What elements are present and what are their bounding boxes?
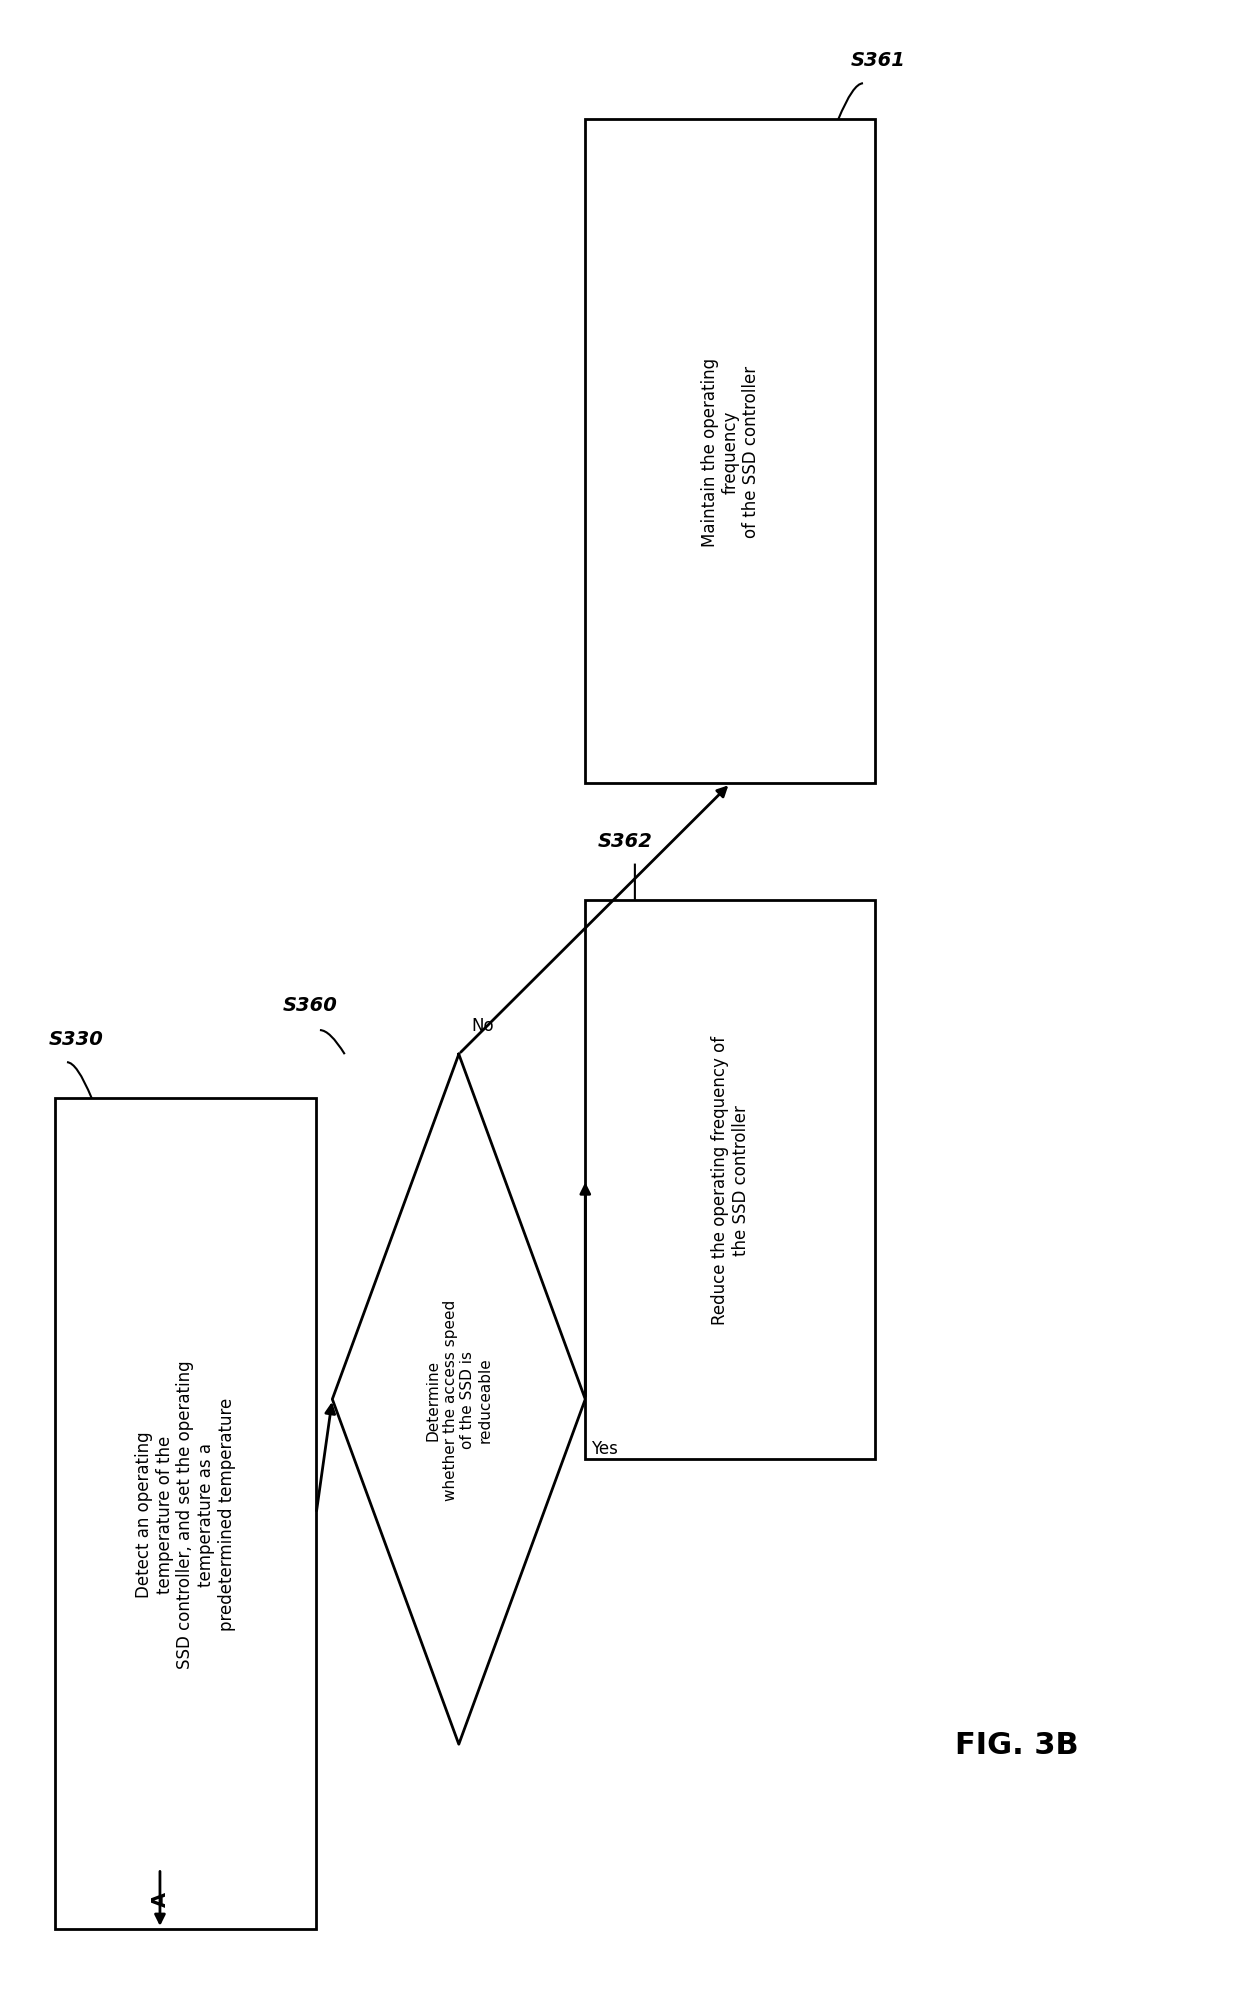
Ellipse shape [133,1871,187,1927]
Text: S362: S362 [598,832,652,850]
Text: S330: S330 [48,1031,103,1049]
FancyBboxPatch shape [585,900,875,1460]
Text: Reduce the operating frequency of
the SSD controller: Reduce the operating frequency of the SS… [711,1035,750,1325]
Text: Maintain the operating
frequency
of the SSD controller: Maintain the operating frequency of the … [701,357,760,547]
FancyBboxPatch shape [585,120,875,784]
Text: Yes: Yes [591,1440,619,1458]
Text: No: No [471,1017,494,1035]
Text: Detect an operating
temperature of the
SSD controller, and set the operating
tem: Detect an operating temperature of the S… [135,1359,236,1668]
Text: Determine
whether the access speed
of the SSD is
reduceable: Determine whether the access speed of th… [425,1299,492,1500]
Text: A: A [150,1891,170,1907]
Polygon shape [332,1055,585,1744]
Text: S361: S361 [851,52,905,70]
FancyBboxPatch shape [55,1099,316,1929]
Text: FIG. 3B: FIG. 3B [955,1730,1079,1758]
Text: S360: S360 [283,996,337,1015]
